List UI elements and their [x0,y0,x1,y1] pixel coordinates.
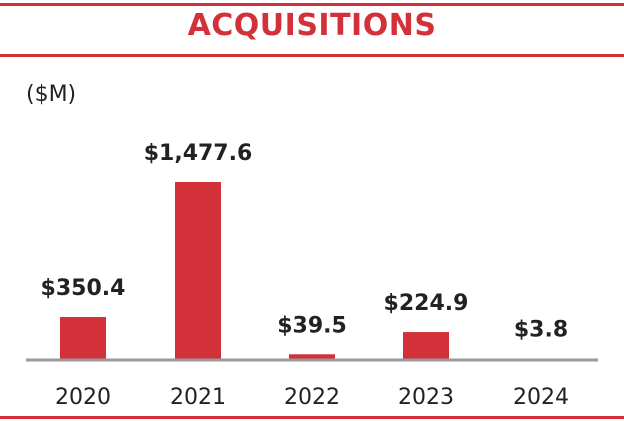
chart-title: ACQUISITIONS [187,8,437,43]
bar-2023 [403,332,449,359]
data-label-2022: $39.5 [277,313,347,338]
data-label-2020: $350.4 [41,276,126,301]
data-label-2023: $224.9 [384,291,469,316]
bar-2022 [289,354,335,359]
bottom-rule [0,416,624,419]
x-tick-label-2020: 2020 [55,385,111,410]
bar-2021 [175,182,221,359]
title-underline [0,54,624,57]
data-label-2024: $3.8 [514,318,568,343]
x-tick-label-2022: 2022 [284,385,340,410]
x-tick-label-2023: 2023 [398,385,454,410]
top-rule [0,3,624,6]
x-tick-label-2021: 2021 [170,385,226,410]
unit-label: ($M) [26,82,77,107]
header: ACQUISITIONS [0,0,624,58]
data-label-2021: $1,477.6 [144,141,253,166]
bar-2020 [60,317,106,359]
x-tick-label-2024: 2024 [513,385,569,410]
